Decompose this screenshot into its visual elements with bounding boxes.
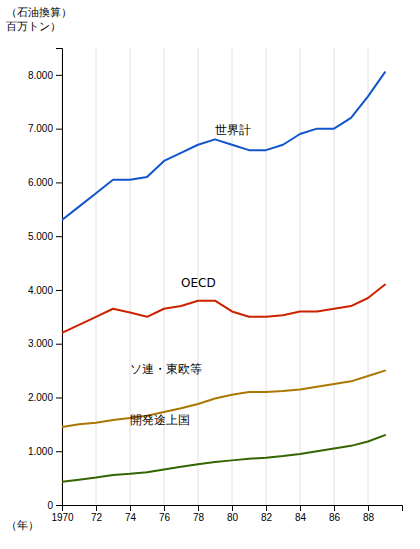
tick-label: 80 [227,512,239,523]
y-axis-line [56,49,63,506]
chart: 1970 72 74 76 78 80 82 84 86 88 0 1.000 2.000 3.000 4.… [0,0,420,549]
tick-label: 72 [91,512,103,523]
tick-mark [232,505,233,511]
tick: 76 [159,505,171,523]
tick-mark [56,290,62,291]
annotation: OECD [181,276,216,290]
tick-mark [300,505,301,511]
tick-label: 76 [159,512,171,523]
y-axis-title: 百万トン） [6,20,61,33]
grid-line [300,48,301,505]
annotations: 世界計 OECD ソ連・東欧等開発途上国 [130,123,251,427]
tick: 88 [363,505,375,523]
tick-mark [56,75,62,76]
tick-label: 88 [363,512,375,523]
tick-mark [56,397,62,398]
tick-label: 78 [193,512,205,523]
tick-mark [56,236,62,237]
tick-mark [130,505,131,511]
tick-mark [56,182,62,183]
tick: 82 [261,505,273,523]
tick-mark [56,129,62,130]
tick: 84 [295,505,307,523]
tick-label: 82 [261,512,273,523]
tick-label: 0 [47,500,53,511]
tick: 5.000 [28,231,62,242]
tick-label: 5.000 [28,231,53,242]
tick: 74 [125,505,137,523]
tick-mark [56,505,62,506]
tick-mark [334,505,335,511]
series-line [62,371,385,427]
tick: 0 [47,500,62,511]
annotation: ソ連・東欧等 [130,362,202,376]
y-axis-title: （石油換算） [6,6,72,19]
tick: 1.000 [28,446,62,457]
grid [62,48,368,505]
plot: 1970 72 74 76 78 80 82 84 86 88 0 1.000 2.000 3.000 4.… [28,48,403,523]
series-line [62,285,385,333]
grid-line [96,48,97,505]
grid-line [266,48,267,505]
tick-label: 74 [125,512,137,523]
x-axis: 1970 72 74 76 78 80 82 84 86 88 [51,505,402,523]
x-axis-title: （年） [6,519,39,532]
tick-label: 6.000 [28,177,53,188]
tick-mark [56,344,62,345]
tick-label: 7.000 [28,123,53,134]
series-line [62,435,385,482]
tick: 3.000 [28,338,62,349]
tick-mark [198,505,199,511]
annotation: 開発途上国 [130,413,190,427]
grid-line [164,48,165,505]
tick-mark [96,505,97,511]
tick-label: 1970 [51,512,74,523]
tick: 72 [91,505,103,523]
tick: 4.000 [28,285,62,296]
grid-line [368,48,369,505]
tick-mark [368,505,369,511]
tick-mark [56,451,62,452]
tick-label: 2.000 [28,392,53,403]
tick: 80 [227,505,239,523]
tick-mark [266,505,267,511]
tick-label: 86 [329,512,341,523]
x-axis-line [63,506,403,512]
tick-label: 1.000 [28,446,53,457]
tick: 1970 [51,505,74,523]
y-axis: 0 1.000 2.000 3.000 4.000 5.000 6.000 7.000 8.00… [28,49,63,511]
grid-line [334,48,335,505]
tick: 7.000 [28,123,62,134]
tick-label: 4.000 [28,285,53,296]
grid-line [232,48,233,505]
grid-line [130,48,131,505]
annotation: 世界計 [215,123,251,137]
tick: 8.000 [28,70,62,81]
lines [62,72,385,482]
tick: 2.000 [28,392,62,403]
tick: 78 [193,505,205,523]
tick-label: 3.000 [28,338,53,349]
tick-label: 84 [295,512,307,523]
tick-label: 8.000 [28,70,53,81]
series-line [62,72,385,220]
tick: 6.000 [28,177,62,188]
tick: 86 [329,505,341,523]
tick-mark [164,505,165,511]
